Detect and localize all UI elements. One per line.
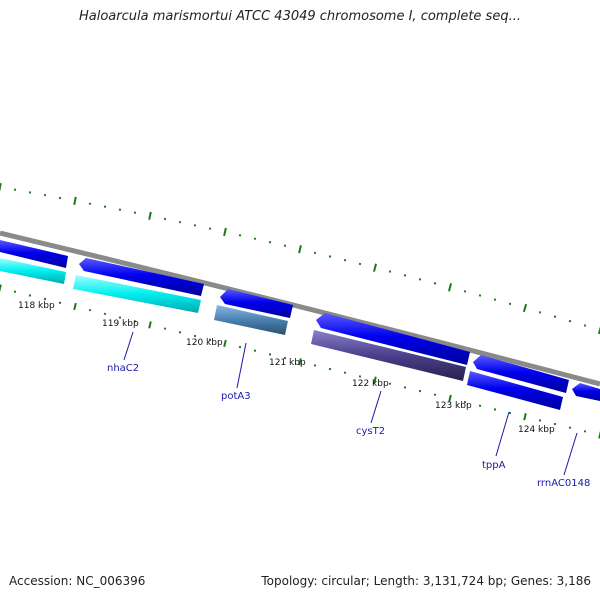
- leader-line: [495, 411, 510, 457]
- map-title: Haloarcula marismortui ATCC 43049 chromo…: [79, 9, 521, 24]
- gene-cyan-a[interactable]: [0, 258, 66, 284]
- major-tick-mark: [373, 376, 377, 384]
- minor-tick-mark: [583, 324, 587, 327]
- scale-tick-label: 120 kbp: [186, 338, 223, 348]
- minor-tick-mark: [538, 311, 542, 314]
- inner-tick-ring: [0, 284, 600, 439]
- leader-line: [563, 432, 578, 476]
- minor-tick-mark: [493, 298, 497, 301]
- major-tick-mark: [0, 284, 2, 292]
- gene-label-rrnAC0148[interactable]: rrnAC0148: [537, 478, 590, 489]
- leader-line: [236, 342, 247, 389]
- minor-tick-mark: [463, 290, 467, 293]
- minor-tick-mark: [403, 274, 407, 277]
- gene-arrow[interactable]: [473, 355, 569, 393]
- major-tick-mark: [448, 394, 452, 403]
- major-tick-mark: [148, 211, 152, 220]
- minor-tick-mark: [418, 278, 422, 281]
- scale-tick-label: 119 kbp: [102, 319, 139, 329]
- major-tick-mark: [223, 339, 227, 348]
- gene-label-tppA[interactable]: tppA: [482, 460, 506, 471]
- gene-blue-tppA[interactable]: [467, 371, 563, 410]
- gene-arrow[interactable]: [0, 240, 68, 268]
- minor-tick-mark: [508, 302, 512, 306]
- major-tick-mark: [298, 358, 302, 366]
- gene-arrow[interactable]: [79, 258, 204, 296]
- scale-tick-label: 124 kbp: [518, 425, 555, 435]
- minor-tick-mark: [568, 319, 572, 323]
- major-tick-mark: [73, 302, 77, 311]
- gene-arrow[interactable]: [220, 289, 293, 318]
- leader-line: [123, 331, 134, 361]
- minor-tick-mark: [478, 294, 482, 297]
- minor-tick-mark: [433, 282, 437, 285]
- accession-text: Accession: NC_006396: [9, 574, 146, 588]
- gene-arrow[interactable]: [572, 383, 600, 401]
- gene-label-potA3[interactable]: potA3: [221, 391, 251, 402]
- minor-tick-mark: [553, 315, 557, 318]
- forward-strand-genes: [0, 240, 600, 401]
- major-tick-mark: [0, 182, 2, 192]
- gene-label-cysT2[interactable]: cysT2: [356, 426, 385, 437]
- backbone-line: [0, 230, 600, 387]
- gene-arrow[interactable]: [316, 313, 470, 365]
- gene-labels: nhaC2 potA3 cysT2 tppA rrnAC0148: [107, 363, 590, 489]
- major-tick-mark: [298, 245, 302, 254]
- genome-summary-text: Topology: circular; Length: 3,131,724 bp…: [261, 574, 591, 588]
- major-tick-mark: [598, 431, 600, 439]
- outer-tick-ring: [0, 182, 600, 335]
- major-tick-mark: [522, 303, 528, 313]
- major-tick-mark: [448, 283, 452, 292]
- major-tick-mark: [597, 326, 600, 335]
- major-tick-mark: [373, 263, 377, 272]
- gene-purple-cysT2[interactable]: [311, 330, 466, 381]
- gene-cyan-nhaC2[interactable]: [73, 275, 201, 313]
- major-tick-mark: [523, 413, 527, 421]
- gene-label-nhaC2[interactable]: nhaC2: [107, 363, 139, 374]
- scale-tick-label: 122 kbp: [352, 379, 389, 389]
- gene-leader-lines: [123, 331, 578, 476]
- major-tick-mark: [223, 227, 227, 237]
- major-tick-mark: [73, 196, 77, 205]
- gene-steel-potA3[interactable]: [214, 305, 288, 335]
- secondary-genes: [0, 258, 563, 410]
- scale-tick-label: 121 kbp: [269, 358, 306, 368]
- scale-labels: 118 kbp 119 kbp 120 kbp 121 kbp 122 kbp …: [18, 301, 555, 435]
- scale-tick-label: 118 kbp: [18, 301, 55, 311]
- scale-tick-label: 123 kbp: [435, 401, 472, 411]
- leader-line: [370, 390, 382, 424]
- major-tick-mark: [148, 321, 152, 329]
